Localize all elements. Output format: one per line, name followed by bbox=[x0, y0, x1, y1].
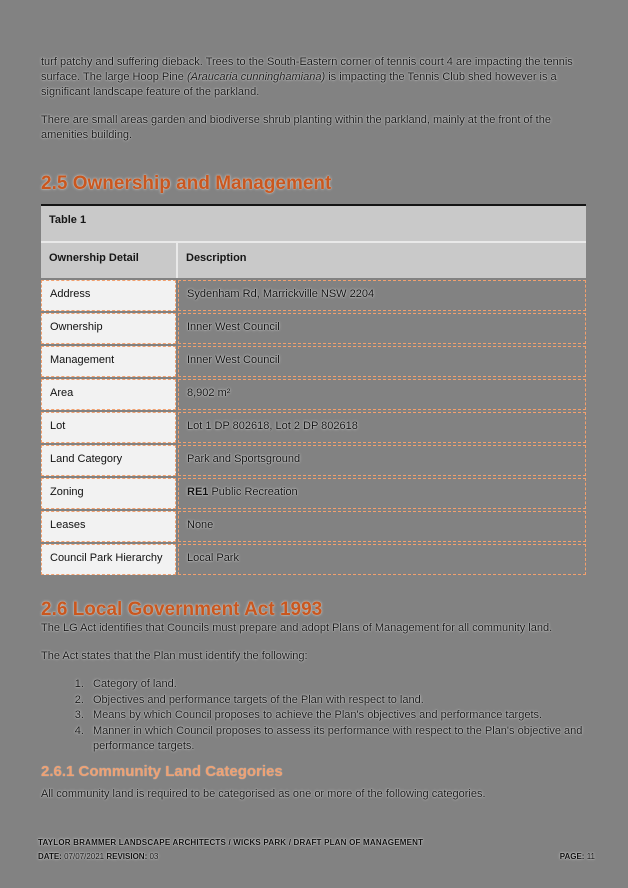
row-label-cell: Leases bbox=[41, 511, 176, 542]
section-heading-2-6: 2.6 Local Government Act 1993 bbox=[41, 599, 323, 620]
row-label-cell: Management bbox=[41, 346, 176, 377]
row-label-cell: Ownership bbox=[41, 313, 176, 344]
document-page: turf patchy and suffering dieback. Trees… bbox=[41, 55, 586, 815]
footer-date-revision: DATE: 07/07/2021 REVISION: 03 bbox=[38, 850, 158, 864]
table-row: Ownership Inner West Council bbox=[41, 313, 586, 344]
revision-label: REVISION: bbox=[106, 852, 148, 861]
zoning-code: RE1 bbox=[187, 486, 209, 498]
intro-paragraph-2: There are small areas garden and biodive… bbox=[41, 114, 551, 141]
intro-paragraph-1: turf patchy and suffering dieback. Trees… bbox=[41, 55, 586, 100]
table-row: Management Inner West Council bbox=[41, 346, 586, 377]
row-value-cell: Local Park bbox=[178, 544, 586, 575]
row-value-cell: Lot 1 DP 802618, Lot 2 DP 802618 bbox=[178, 412, 586, 443]
row-label-cell: Zoning bbox=[41, 478, 176, 509]
paragraph-text: is impacting the Tennis Club shed howeve… bbox=[41, 71, 557, 98]
list-item: Category of land. bbox=[87, 677, 586, 693]
table-row: Address Sydenham Rd, Marrickville NSW 22… bbox=[41, 280, 586, 311]
list-item: Objectives and performance targets of th… bbox=[87, 693, 586, 709]
lg-act-paragraph-1: The LG Act identifies that Councils must… bbox=[41, 622, 553, 634]
row-value-cell: RE1 Public Recreation bbox=[178, 478, 586, 509]
zoning-text: Public Recreation bbox=[208, 486, 298, 498]
footer-meta-row: DATE: 07/07/2021 REVISION: 03 PAGE: 11 bbox=[38, 850, 595, 864]
row-value-cell: Inner West Council bbox=[178, 346, 586, 377]
row-label-cell: Area bbox=[41, 379, 176, 410]
date-label: DATE: bbox=[38, 852, 62, 861]
footer-page-number: PAGE: 11 bbox=[560, 850, 595, 864]
species-name-italic: (Araucaria cunninghamiana) bbox=[186, 71, 326, 83]
row-label-cell: Lot bbox=[41, 412, 176, 443]
row-value-cell: Inner West Council bbox=[178, 313, 586, 344]
paragraph-text: turf patchy and suffering dieback. Trees… bbox=[41, 56, 573, 83]
row-value-cell: Park and Sportsground bbox=[178, 445, 586, 476]
table-header-row: Ownership Detail Description bbox=[41, 243, 586, 278]
row-value-cell: None bbox=[178, 511, 586, 542]
row-label-cell: Council Park Hierarchy bbox=[41, 544, 176, 575]
community-land-paragraph: All community land is required to be cat… bbox=[41, 787, 486, 800]
plan-requirements-list: Category of land. Objectives and perform… bbox=[41, 677, 586, 755]
table-row: Leases None bbox=[41, 511, 586, 542]
ownership-table: Table 1 Ownership Detail Description Add… bbox=[41, 204, 586, 575]
list-item: Means by which Council proposes to achie… bbox=[87, 708, 586, 724]
column-header-ownership-detail: Ownership Detail bbox=[41, 243, 176, 278]
date-value: 07/07/2021 bbox=[61, 852, 107, 861]
table-row: Lot Lot 1 DP 802618, Lot 2 DP 802618 bbox=[41, 412, 586, 443]
column-header-description: Description bbox=[176, 243, 586, 278]
row-label-cell: Address bbox=[41, 280, 176, 311]
subsection-heading-2-6-1: 2.6.1 Community Land Categories bbox=[41, 762, 283, 780]
page-label: PAGE: bbox=[559, 852, 585, 861]
footer-title: TAYLOR BRAMMER LANDSCAPE ARCHITECTS / WI… bbox=[38, 838, 424, 847]
lg-act-paragraph-2: The Act states that the Plan must identi… bbox=[41, 650, 308, 662]
row-label-cell: Land Category bbox=[41, 445, 176, 476]
table-title: Table 1 bbox=[41, 204, 586, 243]
revision-value: 03 bbox=[147, 852, 159, 861]
page-footer: TAYLOR BRAMMER LANDSCAPE ARCHITECTS / WI… bbox=[38, 836, 595, 864]
page-value: 11 bbox=[584, 852, 595, 861]
row-value-cell: 8,902 m² bbox=[178, 379, 586, 410]
section-heading-2-5: 2.5 Ownership and Management bbox=[41, 173, 332, 194]
table-row: Council Park Hierarchy Local Park bbox=[41, 544, 586, 575]
table-row: Zoning RE1 Public Recreation bbox=[41, 478, 586, 509]
list-item: Manner in which Council proposes to asse… bbox=[87, 724, 586, 755]
table-row: Land Category Park and Sportsground bbox=[41, 445, 586, 476]
table-row: Area 8,902 m² bbox=[41, 379, 586, 410]
row-value-cell: Sydenham Rd, Marrickville NSW 2204 bbox=[178, 280, 586, 311]
